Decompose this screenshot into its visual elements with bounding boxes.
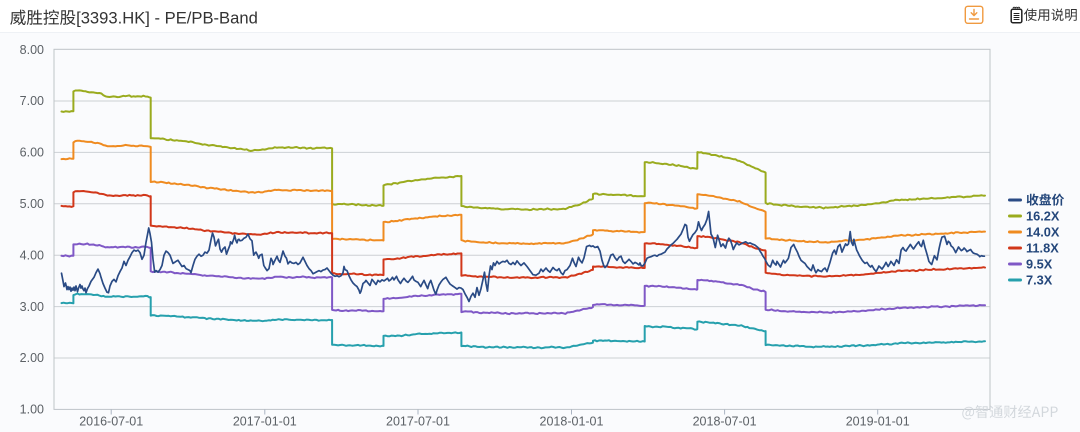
svg-text:2017-01-01: 2017-01-01: [233, 415, 297, 429]
svg-text:2019-01-01: 2019-01-01: [846, 415, 910, 429]
svg-text:2018-01-01: 2018-01-01: [540, 415, 604, 429]
svg-text:5.00: 5.00: [20, 197, 44, 211]
svg-text:4.00: 4.00: [20, 248, 44, 262]
svg-text:7.00: 7.00: [20, 94, 44, 108]
svg-text:11.8X: 11.8X: [1026, 241, 1059, 256]
svg-text:2018-07-01: 2018-07-01: [693, 415, 757, 429]
svg-text:6.00: 6.00: [20, 146, 44, 160]
svg-text:9.5X: 9.5X: [1026, 257, 1053, 272]
svg-text:[3393.HK] - PE/PB-Band: [3393.HK] - PE/PB-Band: [76, 9, 258, 28]
svg-text:1.00: 1.00: [20, 403, 44, 417]
svg-text:14.0X: 14.0X: [1026, 225, 1060, 240]
svg-text:16.2X: 16.2X: [1026, 209, 1060, 224]
svg-text:2017-07-01: 2017-07-01: [386, 415, 450, 429]
svg-text:2016-07-01: 2016-07-01: [79, 415, 143, 429]
svg-text:2.00: 2.00: [20, 351, 44, 365]
svg-text:8.00: 8.00: [20, 43, 44, 57]
svg-text:7.3X: 7.3X: [1026, 273, 1053, 288]
svg-text:3.00: 3.00: [20, 300, 44, 314]
